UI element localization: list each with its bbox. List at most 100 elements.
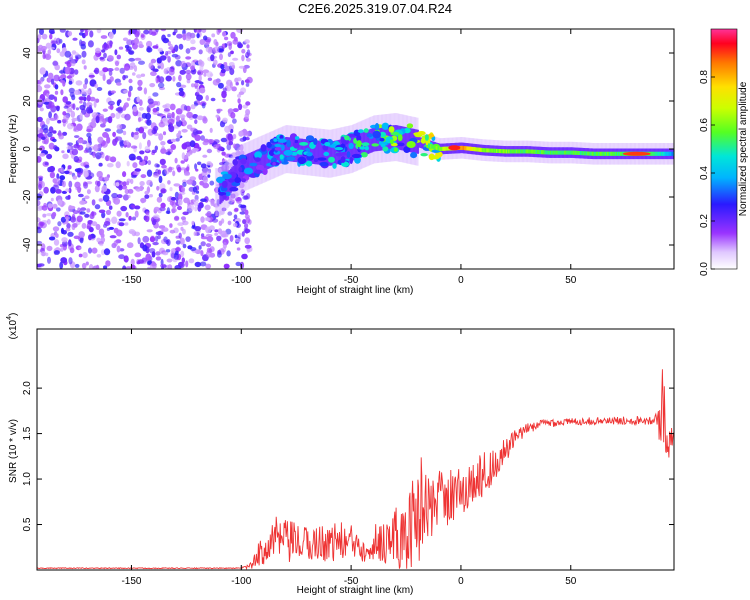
ridge-blob bbox=[273, 138, 278, 142]
noise-blob bbox=[246, 193, 251, 200]
noise-blob bbox=[131, 216, 137, 221]
noise-blob bbox=[131, 264, 136, 269]
noise-blob bbox=[170, 144, 177, 150]
noise-blob bbox=[46, 93, 50, 98]
noise-blob bbox=[39, 67, 46, 75]
snr-scale-prefix: (x10 bbox=[8, 319, 19, 339]
ridge-body bbox=[319, 140, 322, 165]
noise-blob bbox=[137, 117, 142, 123]
noise-blob bbox=[183, 155, 188, 160]
noise-blob bbox=[52, 61, 59, 66]
noise-blob bbox=[215, 41, 219, 47]
ridge-core bbox=[562, 150, 564, 155]
noise-blob bbox=[241, 54, 245, 62]
noise-blob bbox=[40, 136, 46, 140]
y-tick-label: 0.5 bbox=[22, 517, 33, 531]
noise-blob bbox=[233, 214, 238, 220]
ridge-core bbox=[464, 146, 467, 151]
ridge-core bbox=[567, 150, 570, 155]
ridge-core bbox=[542, 150, 545, 155]
noise-blob bbox=[147, 260, 152, 265]
noise-blob bbox=[200, 163, 207, 169]
noise-blob bbox=[147, 98, 154, 105]
ridge-blob bbox=[319, 162, 329, 167]
noise-blob bbox=[209, 180, 215, 186]
snr-x-ticks: -150 -100 -50 0 50 bbox=[121, 329, 577, 587]
noise-blob bbox=[162, 37, 169, 44]
noise-blob bbox=[48, 111, 52, 119]
ridge-core bbox=[489, 148, 492, 153]
noise-blob bbox=[216, 235, 222, 242]
noise-blob bbox=[156, 75, 160, 79]
ridge-blob bbox=[424, 134, 429, 141]
noise-blob bbox=[175, 138, 180, 142]
noise-blob bbox=[63, 105, 69, 109]
noise-blob bbox=[169, 187, 173, 192]
noise-blob bbox=[91, 211, 95, 217]
ridge-blob bbox=[374, 123, 380, 131]
ridge-core bbox=[574, 150, 577, 155]
x-tick-label: 50 bbox=[565, 576, 577, 587]
noise-blob bbox=[149, 194, 153, 198]
noise-blob bbox=[198, 49, 203, 55]
ridge-core bbox=[585, 151, 587, 156]
noise-blob bbox=[98, 176, 105, 182]
ridge-blob bbox=[420, 137, 426, 144]
y-tick-label: 0 bbox=[22, 146, 33, 152]
ridge-core bbox=[503, 149, 506, 154]
noise-blob bbox=[122, 130, 127, 136]
noise-blob bbox=[113, 227, 119, 234]
noise-blob bbox=[196, 115, 204, 121]
ridge-core bbox=[589, 151, 592, 156]
noise-blob bbox=[40, 251, 47, 257]
noise-blob bbox=[184, 105, 188, 111]
noise-blob bbox=[199, 261, 207, 267]
ridge-core bbox=[490, 148, 493, 153]
noise-blob bbox=[143, 87, 148, 95]
noise-blob bbox=[206, 161, 212, 166]
noise-blob bbox=[64, 170, 70, 175]
noise-blob bbox=[133, 131, 139, 135]
noise-blob bbox=[178, 74, 182, 82]
noise-blob bbox=[100, 35, 108, 39]
noise-blob bbox=[173, 183, 181, 187]
ridge-core bbox=[521, 149, 524, 154]
ridge-core bbox=[434, 145, 437, 150]
noise-blob bbox=[118, 46, 124, 50]
noise-blob bbox=[169, 103, 176, 111]
noise-blob bbox=[66, 146, 71, 150]
ridge-core bbox=[655, 151, 658, 156]
noise-blob bbox=[177, 166, 182, 173]
noise-blob bbox=[167, 118, 175, 125]
snr-scale-label: (x104) bbox=[6, 313, 19, 340]
noise-blob bbox=[160, 141, 166, 146]
ridge-core bbox=[611, 151, 614, 156]
noise-blob bbox=[93, 144, 100, 152]
noise-blob bbox=[118, 185, 123, 191]
noise-blob bbox=[68, 187, 72, 194]
noise-blob bbox=[68, 80, 73, 85]
snr-frame bbox=[36, 328, 675, 571]
noise-blob bbox=[236, 29, 243, 33]
noise-blob bbox=[94, 204, 101, 210]
noise-blob bbox=[184, 172, 190, 177]
ridge-blob bbox=[222, 173, 232, 180]
noise-blob bbox=[144, 215, 150, 223]
ridge-core bbox=[493, 148, 496, 153]
noise-blob bbox=[204, 204, 211, 211]
noise-blob bbox=[78, 246, 82, 250]
noise-blob bbox=[197, 71, 202, 75]
noise-blob bbox=[128, 78, 133, 84]
noise-blob bbox=[160, 188, 167, 194]
noise-blob bbox=[240, 204, 247, 209]
ridge-core bbox=[496, 148, 499, 153]
noise-blob bbox=[144, 194, 150, 199]
noise-blob bbox=[149, 83, 156, 88]
noise-blob bbox=[117, 99, 122, 104]
noise-blob bbox=[122, 104, 127, 111]
noise-blob bbox=[174, 157, 178, 164]
noise-blob bbox=[209, 252, 216, 258]
colorbar-ticks: 0.0 0.2 0.4 0.6 0.8 bbox=[699, 70, 715, 276]
ridge-body bbox=[312, 140, 315, 164]
noise-blob bbox=[216, 199, 220, 206]
